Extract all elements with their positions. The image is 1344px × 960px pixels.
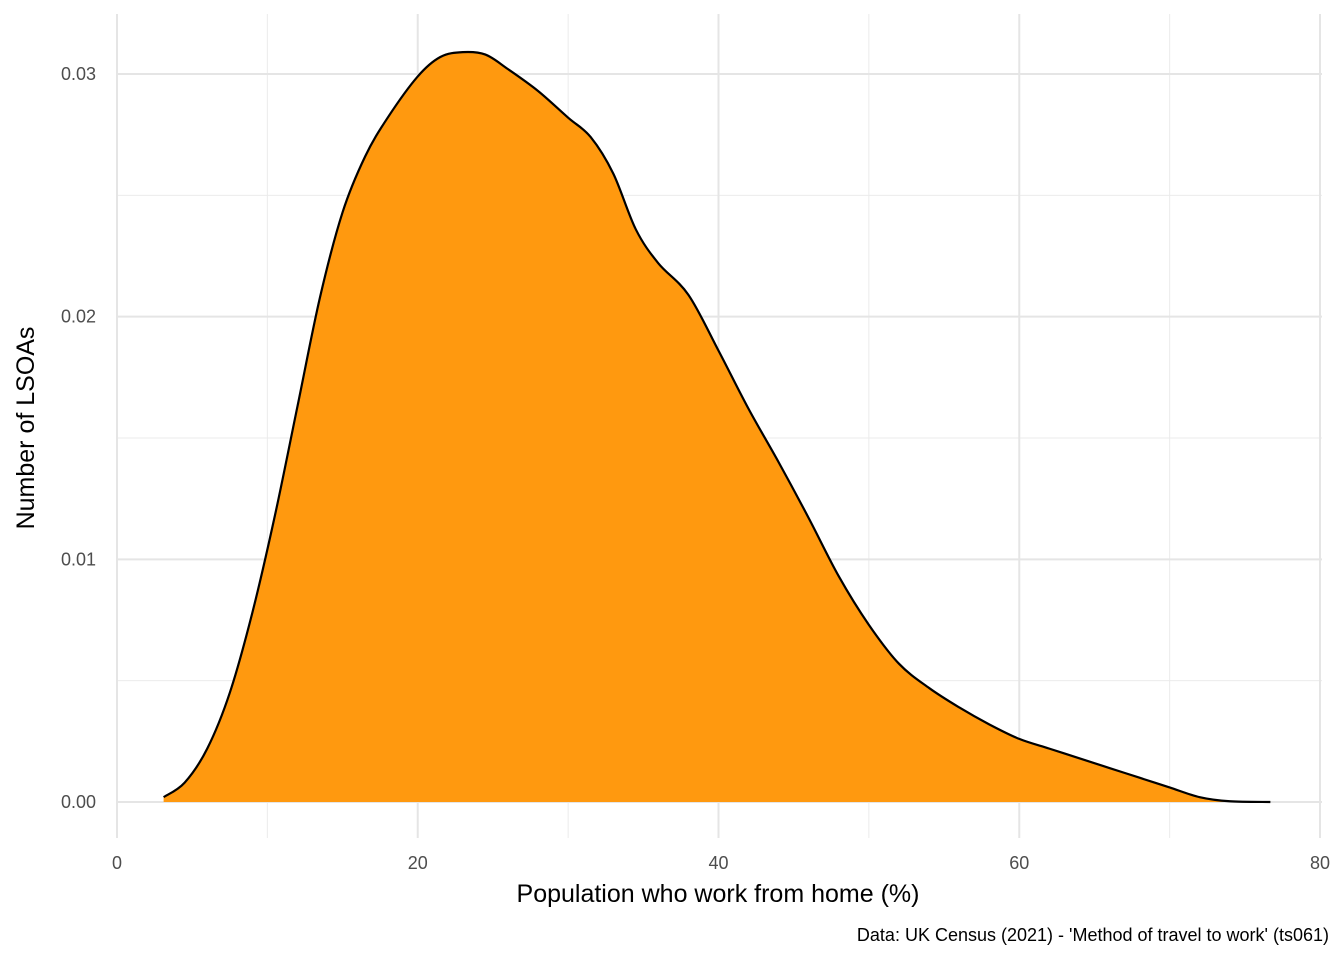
y-axis-title: Number of LSOAs (12, 327, 40, 530)
y-tick-label: 0.02 (61, 307, 96, 327)
x-tick-label: 20 (408, 853, 428, 873)
x-tick-label: 80 (1310, 853, 1330, 873)
x-tick-label: 0 (112, 853, 122, 873)
x-axis-tick-labels: 0 20 40 60 80 (112, 853, 1330, 873)
y-tick-label: 0.03 (61, 64, 96, 84)
density-area (163, 51, 1271, 803)
y-axis-tick-labels: 0.00 0.01 0.02 0.03 (61, 64, 96, 812)
data-source-caption: Data: UK Census (2021) - 'Method of trav… (857, 925, 1329, 945)
x-axis-title: Population who work from home (%) (517, 880, 920, 908)
y-tick-label: 0.00 (61, 792, 96, 812)
y-tick-label: 0.01 (61, 549, 96, 569)
x-tick-label: 60 (1009, 853, 1029, 873)
density-line (162, 50, 1271, 804)
x-tick-label: 40 (708, 853, 728, 873)
